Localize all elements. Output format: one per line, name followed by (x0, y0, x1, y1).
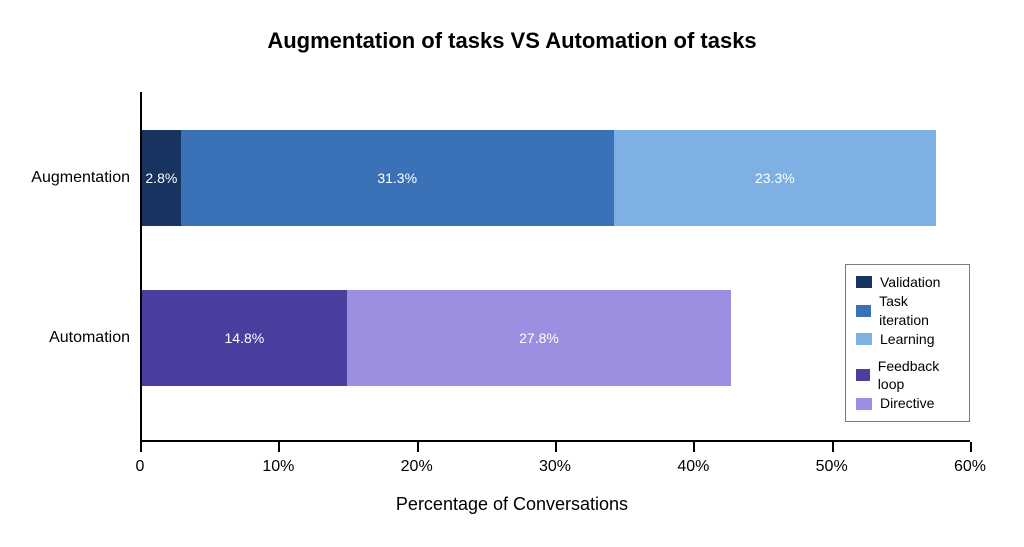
plot-area: 010%20%30%40%50%60% 2.8%31.3%23.3%14.8%2… (140, 92, 970, 442)
x-tick (555, 442, 557, 452)
x-tick (832, 442, 834, 452)
bar-segment-validation: 2.8% (142, 130, 181, 226)
chart-container: Augmentation of tasks VS Automation of t… (0, 0, 1024, 547)
bar-row: 2.8%31.3%23.3% (142, 130, 936, 226)
chart-title: Augmentation of tasks VS Automation of t… (0, 28, 1024, 54)
legend-label: Feedback loop (878, 357, 957, 395)
x-axis-title: Percentage of Conversations (0, 494, 1024, 515)
x-tick-label: 60% (954, 458, 986, 476)
bar-row: 14.8%27.8% (142, 290, 731, 386)
legend-item: Task iteration (856, 292, 957, 330)
x-tick-label: 10% (262, 458, 294, 476)
x-tick (140, 442, 142, 452)
x-tick (417, 442, 419, 452)
legend: ValidationTask iterationLearning Feedback… (845, 264, 970, 422)
legend-item: Validation (856, 273, 957, 292)
legend-label: Task iteration (879, 292, 957, 330)
x-tick-label: 40% (677, 458, 709, 476)
x-tick (278, 442, 280, 452)
x-tick-label: 0 (136, 458, 145, 476)
x-tick-label: 30% (539, 458, 571, 476)
y-category-label: Automation (0, 329, 130, 347)
bar-segment-task_iteration: 31.3% (181, 130, 614, 226)
x-tick (693, 442, 695, 452)
bar-segment-feedback_loop: 14.8% (142, 290, 347, 386)
legend-swatch (856, 276, 872, 288)
legend-swatch (856, 305, 871, 317)
legend-label: Learning (880, 330, 935, 349)
legend-item: Directive (856, 394, 957, 413)
legend-swatch (856, 398, 872, 410)
legend-swatch (856, 333, 872, 345)
legend-swatch (856, 369, 870, 381)
bar-segment-learning: 23.3% (614, 130, 936, 226)
x-tick-label: 50% (816, 458, 848, 476)
legend-item: Feedback loop (856, 357, 957, 395)
bar-segment-directive: 27.8% (347, 290, 732, 386)
legend-label: Directive (880, 394, 934, 413)
x-tick-label: 20% (401, 458, 433, 476)
x-tick (970, 442, 972, 452)
y-category-label: Augmentation (0, 169, 130, 187)
legend-label: Validation (880, 273, 940, 292)
legend-item: Learning (856, 330, 957, 349)
